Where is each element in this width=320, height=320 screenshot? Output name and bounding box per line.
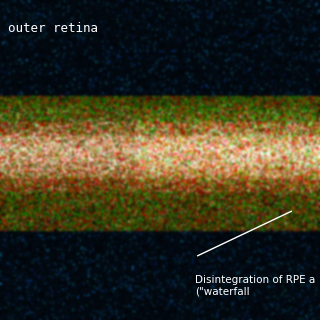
Text: outer retina: outer retina xyxy=(8,22,98,35)
Text: Disintegration of RPE a
("waterfall: Disintegration of RPE a ("waterfall xyxy=(195,275,315,297)
